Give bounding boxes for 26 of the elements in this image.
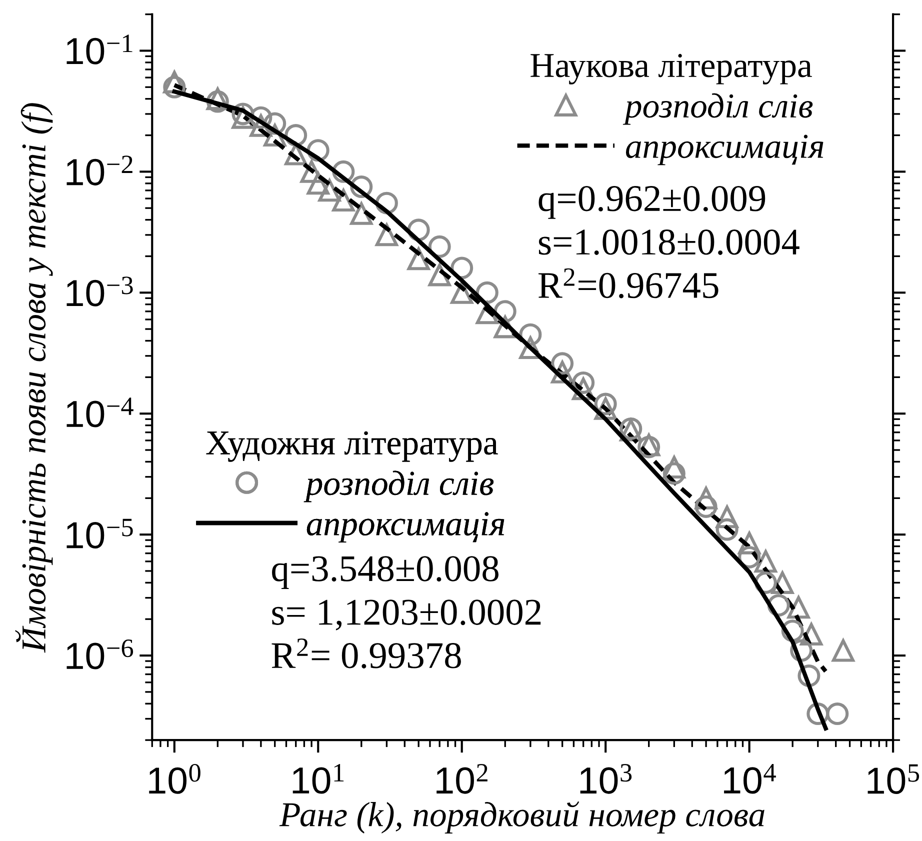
- y-axis-title: Ймовірність появи слова у тексті (f): [15, 103, 53, 653]
- annotation: s= 1,1203±0.0002: [272, 600, 541, 630]
- annotation: s=1.0018±0.0004: [538, 229, 800, 255]
- y-tick-label: 10$^{−3}$: [66, 276, 133, 306]
- annotation: Наукова література: [530, 54, 812, 84]
- x-tick-label: 10$^{3}$: [580, 764, 632, 794]
- legend-label: розподіл слів: [622, 93, 813, 125]
- y-tick-label: 10$^{−4}$: [66, 398, 134, 428]
- x-tick-label: 10$^{4}$: [724, 764, 776, 794]
- x-tick-label: 10$^{1}$: [292, 764, 344, 794]
- annotation: R$^{2}$= 0.99378: [272, 638, 461, 668]
- x-tick-label: 10$^{0}$: [149, 764, 200, 794]
- y-tick-label: 10$^{−2}$: [66, 156, 132, 186]
- x-tick-label: 10$^{2}$: [436, 764, 488, 794]
- y-tick-label: 10$^{−6}$: [66, 639, 134, 670]
- x-tick-label: 10$^{5}$: [868, 764, 920, 794]
- legend-label: розподіл слів: [304, 470, 494, 502]
- legend-label: апроксимація: [626, 134, 824, 166]
- annotation: q=3.548±0.008: [272, 556, 498, 590]
- annotation: q=0.962±0.009: [538, 186, 766, 219]
- annotation: R$^{2}$=0.96745: [538, 268, 718, 298]
- y-tick-label: 10$^{−1}$: [66, 34, 132, 64]
- x-axis-title: Ранг (k), порядковий номер слова: [279, 801, 764, 834]
- y-tick-label: 10$^{−5}$: [66, 518, 133, 549]
- legend-label: апроксимація: [306, 512, 504, 543]
- annotation: Художня література: [206, 431, 498, 462]
